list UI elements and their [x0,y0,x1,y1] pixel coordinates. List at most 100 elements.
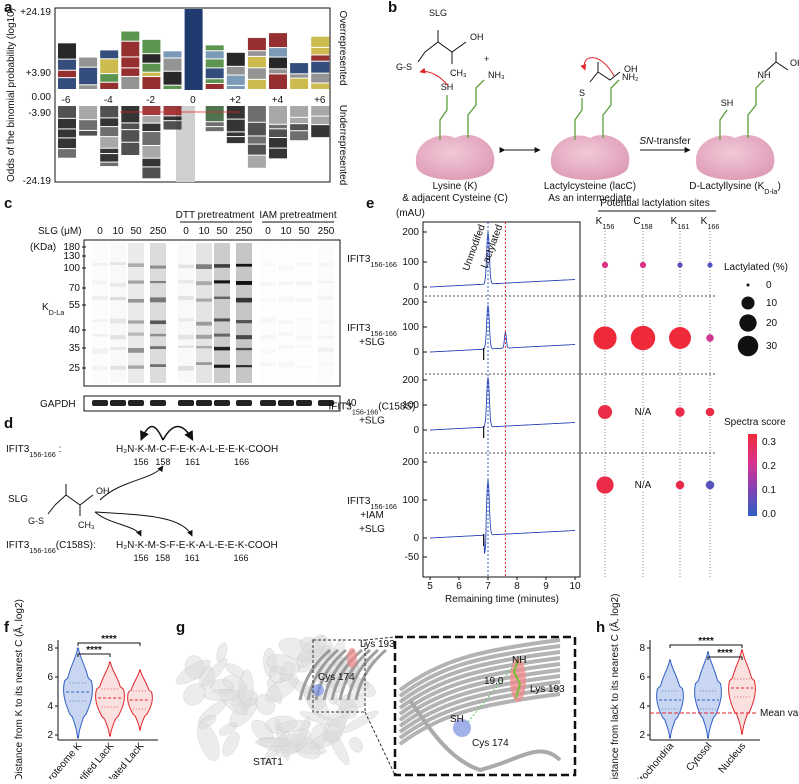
legend-label: 0 [766,280,772,291]
bubble [675,407,685,417]
helix [338,648,371,701]
legend-bubble [746,283,750,287]
chromatogram [430,479,575,554]
helix [354,648,387,701]
logo-letter [142,123,161,132]
bubble [706,334,714,342]
panel-label: c [4,195,12,212]
chem-label: CH₃ [450,68,467,78]
side-chain [467,79,485,138]
band [318,296,334,299]
site-label: K161 [671,216,690,231]
bubble [705,480,715,490]
sample-label: IFIT3156-166 [347,496,397,511]
loading-band [214,400,230,406]
bubble [630,325,656,351]
band [150,265,166,269]
residue: K [189,444,196,455]
band [278,266,294,270]
residue: -F-E- [166,540,189,551]
logo-letter [290,106,309,117]
residue: K [138,540,145,551]
band [278,345,294,349]
chromatogram [430,304,575,353]
side-chain [602,79,620,138]
cys-highlight [453,719,471,737]
logo-letter [269,69,287,74]
band [296,345,312,348]
y-tick-label: 8 [639,643,645,654]
band [178,280,194,284]
loading-band [150,400,166,406]
logo-letter [290,78,309,89]
helix [398,680,561,734]
band [260,363,276,366]
violin [656,659,684,739]
band [196,345,212,349]
logo-letter [142,63,161,72]
chem-label: SLG [429,8,447,18]
group-label: DTT pretreatment [176,210,255,221]
modification-arrow [94,511,142,537]
bubble [601,261,609,269]
lane-label: 50 [216,226,228,237]
logo-letter [79,67,98,85]
ladder-label: 130 [63,251,80,262]
peptide-name-part: IFIT3 [6,540,30,551]
logo-letter [290,63,309,74]
logo-letter [121,123,140,130]
cys-highlight [312,684,324,696]
caption-part: ) [777,181,780,192]
residue: K [238,540,245,551]
x-tick-label: Nucleus [717,741,749,776]
residue: K [138,444,145,455]
site-label: K166 [701,216,720,231]
band [196,362,212,365]
panel-label: b [388,0,397,16]
band [296,298,312,303]
ladder-label: 70 [69,283,81,294]
band [214,346,230,351]
helix [398,668,561,722]
logo-letter [79,106,98,120]
logo-letter [100,82,119,89]
logo-letter [121,41,140,57]
logo-letter [163,106,182,116]
band [196,321,212,326]
band [150,320,166,325]
logo-letter [121,57,140,68]
band [318,363,334,366]
logo-letter [311,116,330,125]
sample-label: +SLG [359,416,385,427]
violin [728,649,756,735]
logo-letter [163,121,182,130]
zoom-box [312,639,366,713]
reaction-arrow [419,67,449,87]
reaction-arrow [580,57,615,77]
chem-label: SH [721,98,734,108]
lane-label: 10 [280,226,292,237]
na-bg [633,479,653,491]
reagent-label: SLG [8,494,28,505]
site-label-part: 156 [602,222,614,231]
x-tick-label: 10 [569,581,581,592]
logo-letter [58,138,76,149]
logo-letter [226,137,245,144]
na-label: N/A [635,480,652,491]
bubble [597,404,613,420]
logo-letter [269,129,287,138]
y-tick-label: 100 [402,400,419,411]
y-tick-label: 200 [402,457,419,468]
band [178,365,194,371]
logo-letter [142,106,161,116]
transfer-arrow [140,425,164,441]
logo-letter [100,50,119,59]
lane-label: 50 [298,226,310,237]
band [196,298,212,302]
logo-letter [311,106,330,116]
chem-label: OH [624,64,638,74]
residue-label: Lys 193 [530,684,565,695]
x-tick-label: Mitochondria [631,741,677,779]
sample-label: +IAM [360,510,384,521]
